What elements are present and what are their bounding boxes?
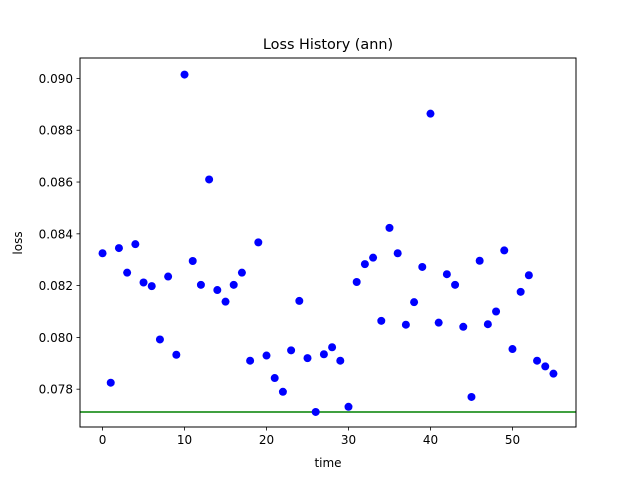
data-point	[205, 175, 214, 184]
x-tick-label: 30	[341, 433, 356, 447]
data-point	[98, 249, 107, 258]
data-point	[246, 356, 255, 365]
data-point	[287, 346, 296, 355]
x-tick-label: 20	[259, 433, 274, 447]
data-point	[172, 350, 181, 359]
data-point	[549, 369, 558, 378]
data-point	[344, 402, 353, 411]
data-point	[492, 307, 501, 316]
data-point	[196, 280, 205, 289]
data-point	[114, 244, 123, 253]
data-point	[475, 256, 484, 265]
data-point	[237, 268, 246, 277]
data-point	[311, 407, 320, 416]
y-tick-label: 0.080	[39, 331, 73, 345]
data-point	[131, 240, 140, 249]
data-point	[434, 318, 443, 327]
y-tick-label: 0.084	[39, 227, 73, 241]
data-point	[410, 298, 419, 307]
data-point	[442, 270, 451, 279]
chart-title: Loss History (ann)	[263, 37, 393, 53]
tick-layer: 0 10 20 30 40 50 0.078 0.080 0.082 0.084 0.086 0.08…	[39, 72, 520, 447]
data-point	[393, 249, 402, 258]
data-point	[229, 280, 238, 289]
data-point	[369, 253, 378, 262]
data-point	[385, 223, 394, 232]
data-point	[278, 387, 287, 396]
data-point	[254, 238, 263, 247]
data-point	[213, 286, 222, 295]
x-tick-label: 50	[505, 433, 520, 447]
data-point	[336, 356, 345, 365]
data-point	[303, 354, 312, 363]
data-point	[426, 109, 435, 118]
data-point	[262, 351, 271, 360]
data-point	[541, 362, 550, 371]
data-point	[352, 277, 361, 286]
y-tick-label: 0.088	[39, 124, 73, 138]
data-point	[360, 260, 369, 269]
data-point	[295, 296, 304, 305]
data-point	[516, 287, 525, 296]
data-point	[524, 271, 533, 280]
data-point	[418, 262, 427, 271]
y-tick-label: 0.090	[39, 72, 73, 86]
y-tick-label: 0.078	[39, 383, 73, 397]
data-point	[328, 343, 337, 352]
data-point	[270, 374, 279, 383]
data-point	[451, 280, 460, 289]
data-point	[401, 320, 410, 329]
data-point	[139, 278, 148, 287]
data-point	[123, 268, 132, 277]
data-point	[483, 320, 492, 329]
plot-layer	[80, 70, 576, 416]
data-point	[164, 272, 173, 281]
y-tick-label: 0.082	[39, 279, 73, 293]
data-point	[180, 70, 189, 79]
data-point	[155, 335, 164, 344]
data-point	[106, 378, 115, 387]
data-point	[319, 350, 328, 359]
data-point	[467, 392, 476, 401]
data-point	[508, 345, 517, 354]
x-tick-label: 40	[423, 433, 438, 447]
plot-frame	[79, 57, 577, 428]
y-axis-label: loss	[11, 231, 25, 254]
data-point	[459, 322, 468, 331]
data-point	[500, 246, 509, 255]
x-axis-label: time	[314, 456, 341, 470]
data-point	[377, 316, 386, 325]
x-tick-label: 10	[177, 433, 192, 447]
y-tick-label: 0.086	[39, 176, 73, 190]
data-point	[147, 282, 156, 291]
data-point	[533, 356, 542, 365]
x-tick-label: 0	[99, 433, 107, 447]
data-point	[221, 297, 230, 306]
data-point	[188, 257, 197, 266]
